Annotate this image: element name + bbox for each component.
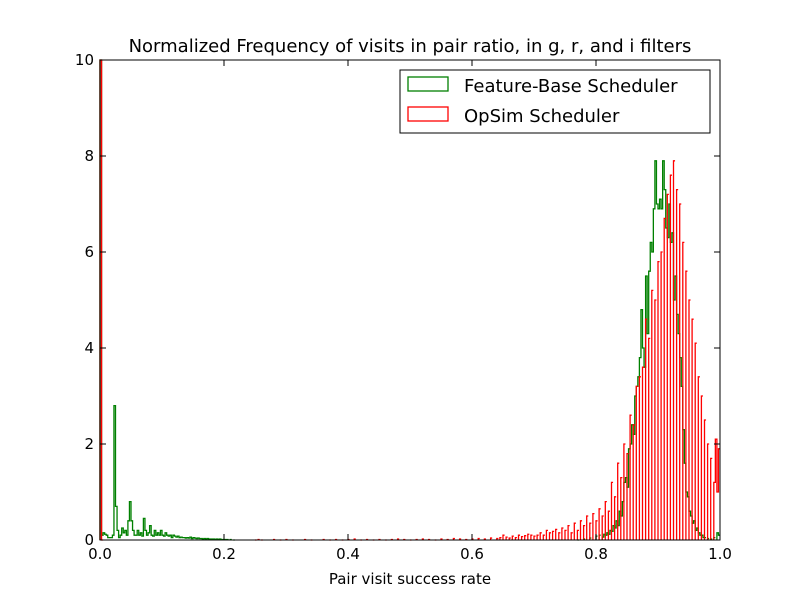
legend-label-feature-base: Feature-Base Scheduler (464, 76, 678, 97)
legend-box (399, 69, 711, 134)
legend-swatch-feature-base (407, 76, 449, 92)
legend-label-opsim: OpSim Scheduler (464, 106, 620, 127)
y-tick-label: 4 (84, 339, 94, 357)
y-tick-label: 0 (84, 531, 94, 549)
x-tick-label: 0.2 (212, 545, 236, 563)
x-tick-label: 0.6 (460, 545, 484, 563)
y-axis: 0 2 4 6 8 10 (75, 51, 720, 549)
chart-title: Normalized Frequency of visits in pair r… (129, 36, 692, 57)
x-tick-label: 0.8 (584, 545, 608, 563)
plot-frame (99, 59, 721, 541)
x-tick-label: 1.0 (708, 545, 732, 563)
y-tick-label: 2 (84, 435, 94, 453)
legend-swatch-opsim (407, 106, 449, 122)
y-tick-label: 8 (84, 147, 94, 165)
x-tick-label: 0.4 (336, 545, 360, 563)
x-axis: 0.0 0.2 0.4 0.6 0.8 1.0 (88, 60, 732, 563)
x-tick-label: 0.0 (88, 545, 112, 563)
y-tick-label: 10 (75, 51, 94, 69)
legend: Feature-Base Scheduler OpSim Scheduler (399, 69, 711, 134)
y-tick-label: 6 (84, 243, 94, 261)
x-axis-label: Pair visit success rate (329, 570, 491, 588)
